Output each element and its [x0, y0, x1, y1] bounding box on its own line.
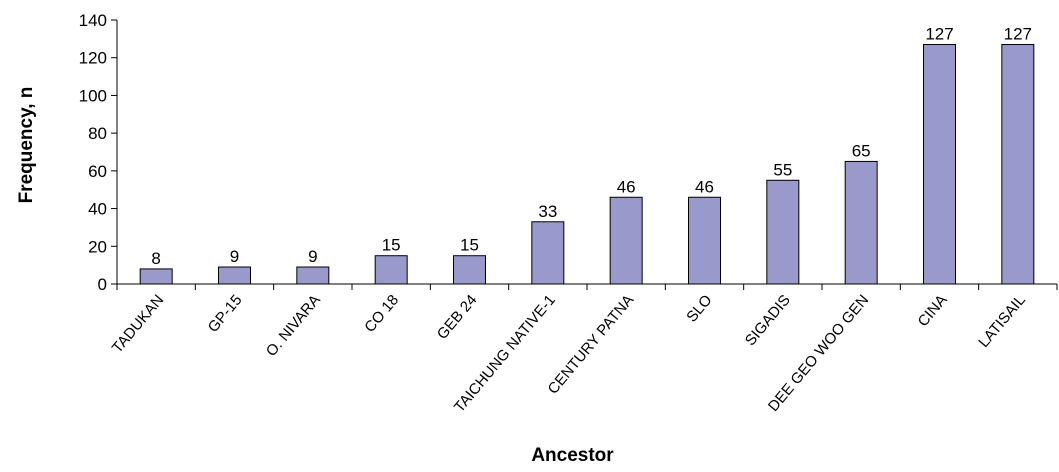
x-tick-label: GEB 24	[434, 292, 481, 343]
y-tick-label: 120	[79, 49, 107, 68]
y-tick-label: 100	[79, 86, 107, 105]
y-tick-label: 0	[98, 275, 107, 294]
bar	[218, 266, 251, 285]
x-tick-label: CO 18	[361, 292, 402, 336]
bar	[688, 196, 721, 285]
bar	[923, 44, 956, 285]
bar	[531, 221, 565, 285]
data-label: 127	[1004, 25, 1032, 44]
x-tick-label: CENTURY PATNA	[545, 292, 638, 398]
data-label: 9	[230, 247, 239, 266]
bar	[139, 268, 173, 285]
data-label: 46	[617, 177, 636, 196]
x-tick-label: SIGADIS	[742, 292, 794, 350]
y-tick-label: 140	[79, 11, 107, 30]
data-label: 15	[382, 236, 401, 255]
bar	[766, 179, 800, 285]
x-tick-label: CINA	[915, 292, 951, 330]
data-label: 33	[538, 202, 557, 221]
x-tick-label: TADUKAN	[109, 292, 167, 357]
x-tick-label: LATISAIL	[975, 292, 1029, 351]
y-axis-label: Frequency, n	[16, 86, 37, 204]
data-label: 65	[852, 141, 871, 160]
data-label: 55	[773, 160, 792, 179]
data-label: 8	[151, 249, 160, 268]
bar	[609, 196, 643, 285]
x-tick-label: O. NIVARA	[263, 292, 324, 360]
bar	[1001, 44, 1035, 285]
x-axis-label: Ancestor	[531, 445, 614, 466]
bar	[844, 160, 878, 285]
y-tick-label: 80	[88, 124, 107, 143]
y-tick-label: 60	[88, 162, 107, 181]
data-label: 127	[925, 25, 953, 44]
data-label: 9	[308, 247, 317, 266]
bar	[453, 255, 486, 285]
y-tick-label: 20	[88, 237, 107, 256]
y-tick-label: 40	[88, 200, 107, 219]
x-tick-label: GP-15	[205, 292, 246, 336]
data-label: 15	[460, 236, 479, 255]
bar	[374, 255, 408, 285]
bar	[296, 266, 330, 285]
x-tick-label: SLO	[683, 292, 715, 326]
data-label: 46	[695, 177, 714, 196]
